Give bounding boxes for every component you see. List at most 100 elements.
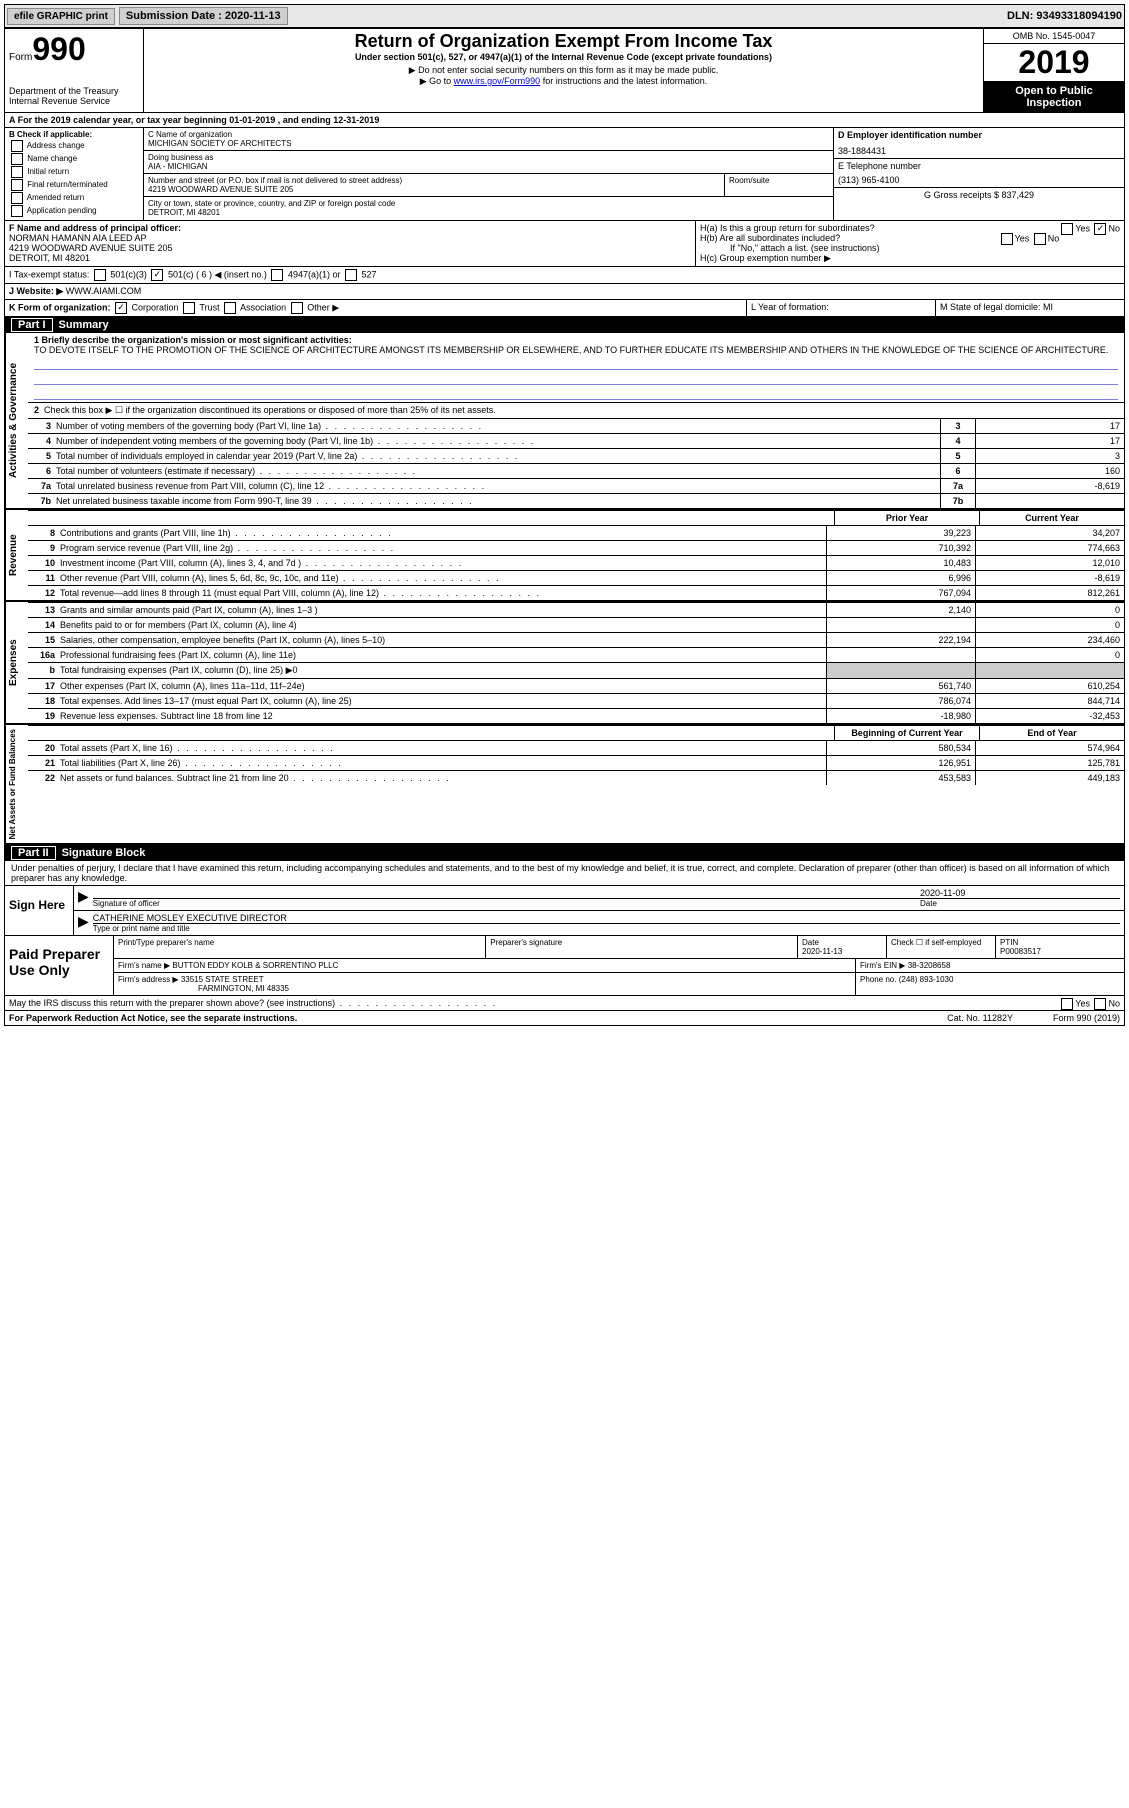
line-a: A For the 2019 calendar year, or tax yea… [5,113,1124,128]
chk-application-pending[interactable]: Application pending [9,205,139,217]
dept-label: Department of the Treasury Internal Reve… [9,86,139,106]
firm-ein: 38-3208658 [908,961,951,970]
ha-no[interactable]: ✓ [1094,223,1106,235]
chk-501c3[interactable] [94,269,106,281]
submission-date-button[interactable]: Submission Date : 2020-11-13 [119,7,288,25]
gross-receipts: G Gross receipts $ 837,429 [834,188,1124,202]
prep-sig-label: Preparer's signature [486,936,798,958]
section-bc: B Check if applicable: Address change Na… [5,128,1124,221]
discuss-line: May the IRS discuss this return with the… [5,996,1124,1011]
expense-row-13: 13Grants and similar amounts paid (Part … [28,602,1124,617]
dba-label: Doing business as [148,153,829,162]
footer-form: Form 990 (2019) [1053,1013,1120,1023]
expense-row-16a: 16aProfessional fundraising fees (Part I… [28,647,1124,662]
ha-yes[interactable] [1061,223,1073,235]
officer-label: F Name and address of principal officer: [9,223,691,233]
ein-label: D Employer identification number [838,130,1120,140]
fin-header-rev: Prior Year Current Year [28,510,1124,525]
section-f: F Name and address of principal officer:… [5,221,695,266]
form-title-block: Return of Organization Exempt From Incom… [144,29,983,112]
chk-527[interactable] [345,269,357,281]
phone-label: E Telephone number [838,161,1120,171]
chk-address-change[interactable]: Address change [9,140,139,152]
chk-name-change[interactable]: Name change [9,153,139,165]
expense-row-18: 18Total expenses. Add lines 13–17 (must … [28,693,1124,708]
summary-row-7b: 7bNet unrelated business taxable income … [28,493,1124,508]
netassets-row-21: 21Total liabilities (Part X, line 26)126… [28,755,1124,770]
line-j: J Website: ▶ WWW.AIAMI.COM [5,284,1124,300]
line-l: L Year of formation: [746,300,935,316]
part1-header: Part ISummary [5,317,1124,333]
officer-name: NORMAN HAMANN AIA LEED AP [9,233,691,243]
fin-header-na: Beginning of Current Year End of Year [28,725,1124,740]
line-1: 1 Briefly describe the organization's mi… [28,333,1124,403]
discuss-yes[interactable] [1061,998,1073,1010]
activities-governance: Activities & Governance 1 Briefly descri… [5,333,1124,510]
revenue-row-11: 11Other revenue (Part VIII, column (A), … [28,570,1124,585]
line-m: M State of legal domicile: MI [935,300,1124,316]
expense-row-15: 15Salaries, other compensation, employee… [28,632,1124,647]
paid-preparer-label: Paid Preparer Use Only [5,936,114,995]
line-klm: K Form of organization: ✓ Corporation Tr… [5,300,1124,317]
arrow-icon: ▶ [78,913,89,933]
revenue-row-8: 8Contributions and grants (Part VIII, li… [28,525,1124,540]
efile-print-button[interactable]: efile GRAPHIC print [7,8,115,25]
form-note2: ▶ Go to www.irs.gov/Form990 for instruct… [146,76,981,87]
form-prefix: Form [9,52,32,63]
prep-check[interactable]: Check ☐ if self-employed [887,936,996,958]
summary-row-7a: 7aTotal unrelated business revenue from … [28,478,1124,493]
chk-501c[interactable]: ✓ [151,269,163,281]
section-h: H(a) Is this a group return for subordin… [695,221,1124,266]
side-label-exp: Expenses [5,602,28,723]
chk-4947[interactable] [271,269,283,281]
chk-amended-return[interactable]: Amended return [9,192,139,204]
chk-corp[interactable]: ✓ [115,302,127,314]
form-header: Form990 Department of the Treasury Inter… [5,29,1124,113]
revenue-section: Revenue Prior Year Current Year 8Contrib… [5,510,1124,602]
discuss-no[interactable] [1094,998,1106,1010]
chk-assoc[interactable] [224,302,236,314]
line-i: I Tax-exempt status: 501(c)(3) ✓ 501(c) … [5,267,1124,284]
sig-date: 2020-11-09 [920,888,1120,898]
chk-initial-return[interactable]: Initial return [9,166,139,178]
sig-officer-label: Signature of officer [93,898,920,908]
topbar: efile GRAPHIC print Submission Date : 20… [4,4,1125,28]
hb-label: H(b) Are all subordinates included? [700,233,840,243]
prep-date: 2020-11-13 [802,947,882,956]
chk-final-return[interactable]: Final return/terminated [9,179,139,191]
public-inspection: Open to Public Inspection [984,82,1124,112]
expense-row-17: 17Other expenses (Part IX, column (A), l… [28,678,1124,693]
omb-number: OMB No. 1545-0047 [984,29,1124,44]
tax-year: 2019 [984,44,1124,82]
sig-name: CATHERINE MOSLEY EXECUTIVE DIRECTOR [93,913,1120,923]
summary-row-5: 5Total number of individuals employed in… [28,448,1124,463]
side-label-ag: Activities & Governance [5,333,28,508]
instructions-link[interactable]: www.irs.gov/Form990 [454,76,541,86]
form-number: 990 [32,31,85,67]
revenue-row-12: 12Total revenue—add lines 8 through 11 (… [28,585,1124,600]
expenses-section: Expenses 13Grants and similar amounts pa… [5,602,1124,725]
part2-header: Part IISignature Block [5,845,1124,861]
city-value: DETROIT, MI 48201 [148,208,829,217]
expense-row-19: 19Revenue less expenses. Subtract line 1… [28,708,1124,723]
side-label-na: Net Assets or Fund Balances [5,725,28,843]
expense-row-14: 14Benefits paid to or for members (Part … [28,617,1124,632]
hb-no[interactable] [1034,233,1046,245]
chk-other[interactable] [291,302,303,314]
side-label-rev: Revenue [5,510,28,600]
ptin-value: P00083517 [1000,947,1120,956]
revenue-row-10: 10Investment income (Part VIII, column (… [28,555,1124,570]
mission-text: TO DEVOTE ITSELF TO THE PROMOTION OF THE… [34,345,1118,355]
prep-name-label: Print/Type preparer's name [114,936,486,958]
hb-yes[interactable] [1001,233,1013,245]
chk-trust[interactable] [183,302,195,314]
sign-here-block: Sign Here ▶ Signature of officer 2020-11… [5,885,1124,936]
form-note1: ▶ Do not enter social security numbers o… [146,65,981,76]
col-c: C Name of organization MICHIGAN SOCIETY … [144,128,833,220]
room-label: Room/suite [725,174,833,196]
website-value: WWW.AIAMI.COM [66,286,142,296]
form-subtitle: Under section 501(c), 527, or 4947(a)(1)… [146,52,981,62]
net-assets-section: Net Assets or Fund Balances Beginning of… [5,725,1124,845]
footer-cat: Cat. No. 11282Y [947,1013,1013,1023]
section-fh: F Name and address of principal officer:… [5,221,1124,267]
